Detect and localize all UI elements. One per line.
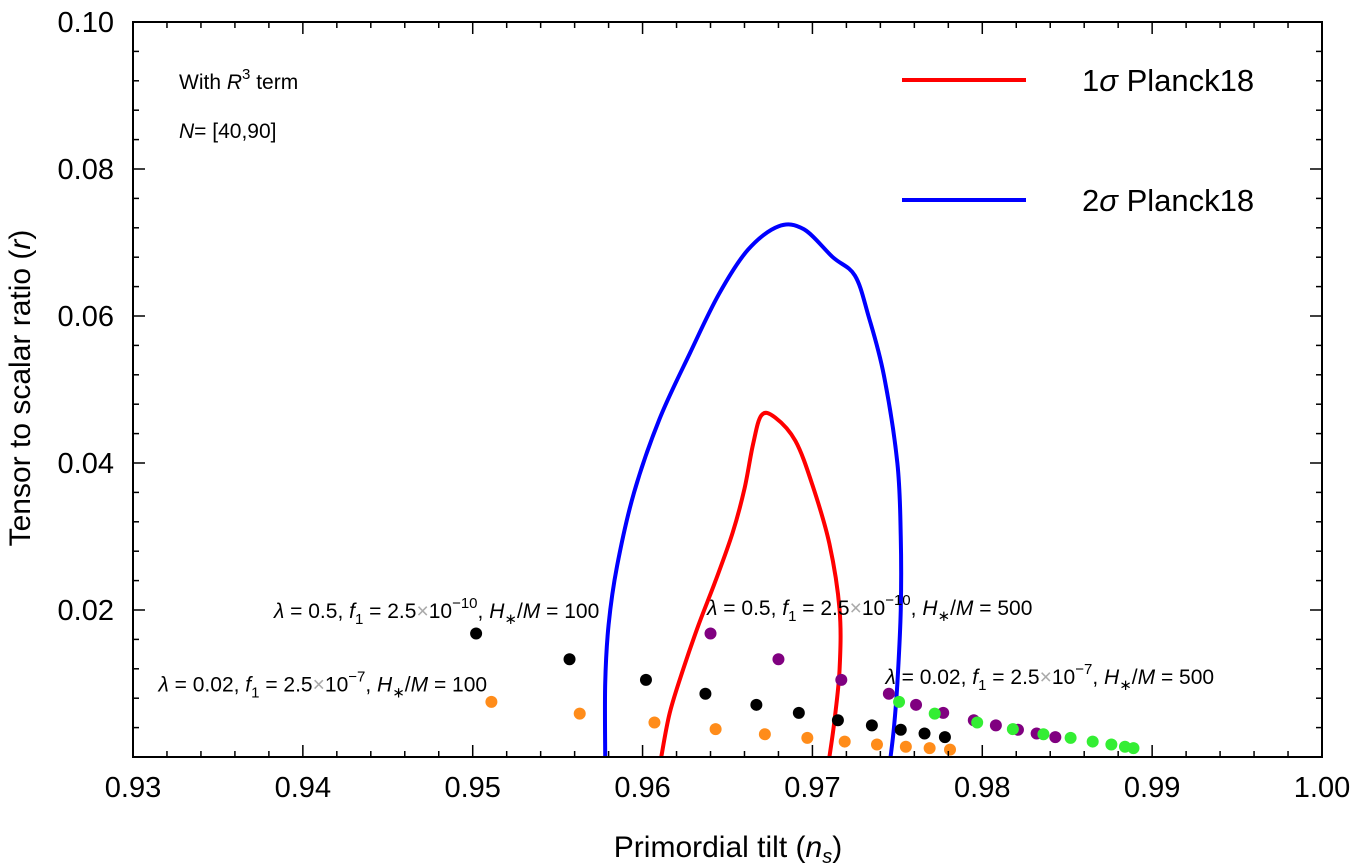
legend-label-1sigma: 1σ Planck18 <box>1082 63 1254 98</box>
scatter-point <box>758 728 771 741</box>
scatter-point <box>709 723 722 736</box>
scatter-point <box>648 716 661 729</box>
parameter-annotation: λ = 0.5, f1 = 2.5×10−10, H∗/M = 100 <box>273 595 599 628</box>
info-box: With R3 term N= [40,90] <box>179 66 298 143</box>
scatter-point <box>928 707 941 720</box>
scatter-point <box>865 719 878 732</box>
scatter-point <box>835 673 848 686</box>
legend-label-2sigma: 2σ Planck18 <box>1082 183 1254 218</box>
tick-marks <box>132 21 1323 757</box>
scatter-point <box>831 714 844 727</box>
y-tick-labels: 0.02 0.04 0.06 0.08 0.10 <box>58 7 114 627</box>
scatter-point <box>1049 731 1062 744</box>
x-tick-label: 1.00 <box>1294 772 1350 804</box>
scatter-point <box>1127 742 1140 755</box>
contour-layer <box>602 222 904 758</box>
scatter-point <box>801 731 814 744</box>
scatter-point <box>971 716 984 729</box>
parameter-annotation: λ = 0.02, f1 = 2.5×10−7, H∗/M = 100 <box>157 669 487 702</box>
scatter-point <box>563 653 576 666</box>
x-axis-title: Primordial tilt (ns) <box>614 831 842 866</box>
plot-frame <box>132 21 1323 758</box>
x-tick-label: 0.96 <box>614 772 670 804</box>
parameter-annotation: λ = 0.5, f1 = 2.5×10−10, H∗/M = 500 <box>706 592 1032 625</box>
scatter-point <box>772 653 785 666</box>
x-tick-label: 0.98 <box>954 772 1010 804</box>
y-tick-label: 0.04 <box>58 448 114 480</box>
y-tick-label: 0.02 <box>58 595 114 627</box>
y-tick-label: 0.08 <box>58 154 114 186</box>
scatter-point <box>923 742 936 755</box>
x-tick-labels: 0.93 0.94 0.95 0.96 0.97 0.98 0.99 1.00 <box>105 772 1350 804</box>
scatter-point <box>470 627 483 640</box>
scatter-point <box>573 707 586 720</box>
scatter-point <box>938 731 951 744</box>
parameter-annotation: λ = 0.02, f1 = 2.5×10−7, H∗/M = 500 <box>884 661 1214 694</box>
scatter-point <box>918 727 931 740</box>
scatter-point <box>882 687 895 700</box>
x-tick-label: 0.99 <box>1124 772 1180 804</box>
y-tick-label: 0.10 <box>58 7 114 39</box>
scatter-point <box>639 673 652 686</box>
contour-2sigma <box>602 222 904 758</box>
y-tick-label: 0.06 <box>58 301 114 333</box>
scatter-point <box>899 740 912 753</box>
scatter-point <box>699 687 712 700</box>
x-tick-label: 0.93 <box>105 772 161 804</box>
scatter-point <box>1006 723 1019 736</box>
scatter-point <box>910 698 923 711</box>
scatter-point <box>1105 738 1118 751</box>
scatter-point <box>838 735 851 748</box>
scatter-point <box>870 738 883 751</box>
x-tick-label: 0.94 <box>275 772 331 804</box>
scatter-point <box>1037 728 1050 741</box>
contour-1sigma <box>659 410 843 758</box>
scatter-point <box>1086 735 1099 748</box>
annotation-layer: λ = 0.5, f1 = 2.5×10−10, H∗/M = 100 λ = 0… <box>157 592 1214 701</box>
info-line-efolds: N= [40,90] <box>179 120 277 143</box>
scatter-point <box>485 695 498 708</box>
scatter-point <box>989 719 1002 732</box>
scatter-point <box>893 695 906 708</box>
legend: 1σ Planck18 2σ Planck18 <box>902 63 1254 218</box>
scatter-point <box>944 743 957 756</box>
scatter-point <box>750 698 763 711</box>
point-layer <box>470 627 1140 756</box>
x-tick-label: 0.97 <box>784 772 840 804</box>
x-tick-label: 0.95 <box>444 772 500 804</box>
scatter-point <box>792 706 805 719</box>
y-axis-title: Tensor to scalar ratio (r) <box>4 230 37 547</box>
info-line-term: With R3 term <box>179 66 298 94</box>
scatter-point <box>704 627 717 640</box>
scatter-point <box>894 723 907 736</box>
scatter-point <box>1064 731 1077 744</box>
